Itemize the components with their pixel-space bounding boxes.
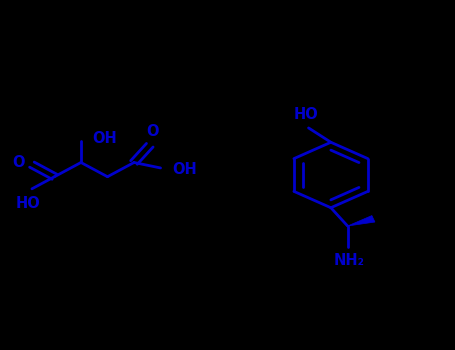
Text: HO: HO	[16, 196, 40, 211]
Text: NH₂: NH₂	[334, 253, 365, 268]
Text: O: O	[13, 155, 25, 170]
Polygon shape	[348, 216, 375, 226]
Text: HO: HO	[294, 107, 318, 122]
Text: OH: OH	[172, 162, 197, 177]
Text: O: O	[146, 124, 158, 139]
Text: OH: OH	[92, 131, 117, 146]
